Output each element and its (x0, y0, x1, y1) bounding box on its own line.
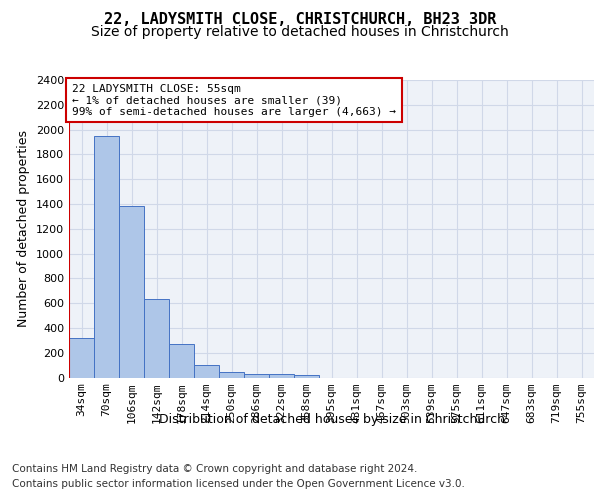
Bar (144, 300, 169, 378)
Bar (294, 375, 319, 378)
Text: 22, LADYSMITH CLOSE, CHRISTCHURCH, BH23 3DR: 22, LADYSMITH CLOSE, CHRISTCHURCH, BH23 … (104, 12, 496, 28)
Bar (119, 206, 144, 378)
Bar (169, 344, 194, 378)
Text: 22 LADYSMITH CLOSE: 55sqm
← 1% of detached houses are smaller (39)
99% of semi-d: 22 LADYSMITH CLOSE: 55sqm ← 1% of detach… (72, 84, 396, 117)
Text: Size of property relative to detached houses in Christchurch: Size of property relative to detached ho… (91, 25, 509, 39)
Bar (219, 372, 244, 378)
Bar (94, 136, 119, 378)
Bar (269, 374, 294, 378)
Text: Distribution of detached houses by size in Christchurch: Distribution of detached houses by size … (159, 412, 505, 426)
Bar (194, 365, 219, 378)
Text: Contains HM Land Registry data © Crown copyright and database right 2024.: Contains HM Land Registry data © Crown c… (12, 464, 418, 474)
Text: Contains public sector information licensed under the Open Government Licence v3: Contains public sector information licen… (12, 479, 465, 489)
Bar (244, 374, 269, 378)
Bar (69, 338, 94, 378)
Y-axis label: Number of detached properties: Number of detached properties (17, 130, 31, 327)
